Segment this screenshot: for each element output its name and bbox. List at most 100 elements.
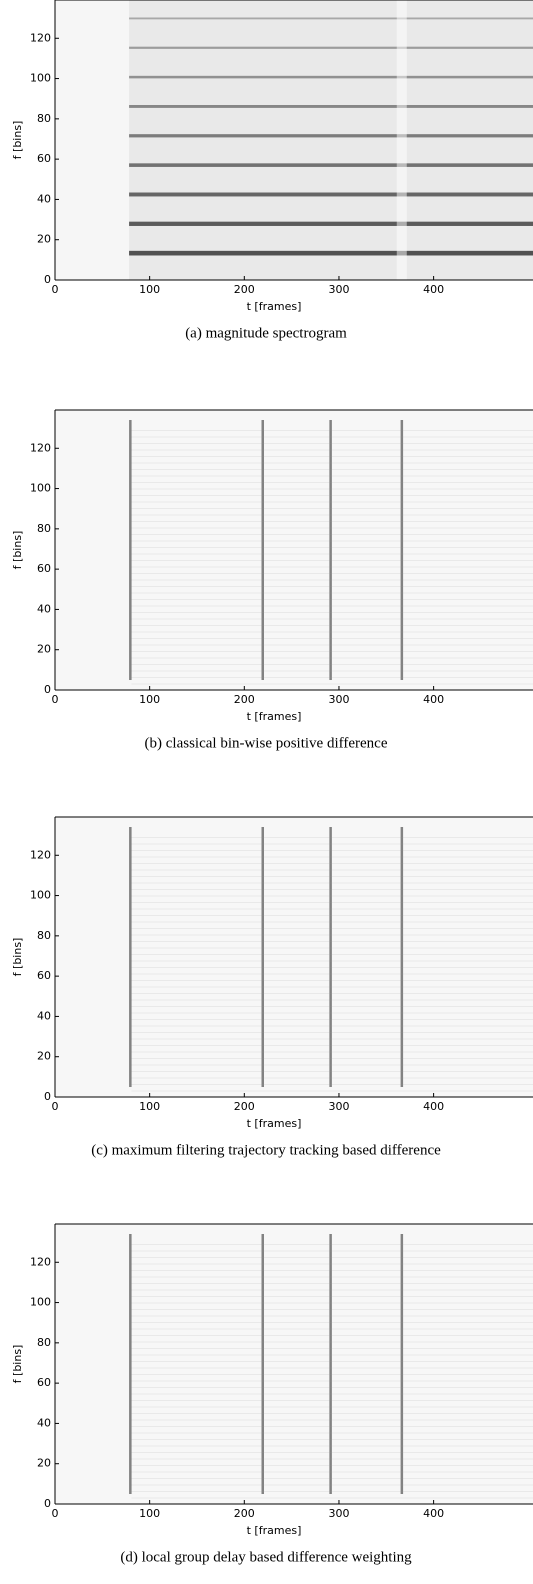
texture bbox=[131, 1270, 533, 1271]
texture bbox=[131, 993, 533, 994]
texture bbox=[261, 827, 264, 1087]
y-tick-label: 100 bbox=[30, 72, 51, 85]
panel: 0 20 40 60 80 100 120 0 100 200 300 400 t [frames] f … bbox=[11, 409, 533, 751]
plot-background bbox=[55, 1224, 533, 1504]
texture bbox=[131, 1032, 533, 1033]
texture bbox=[131, 475, 533, 477]
y-axis-label: f [bins] bbox=[11, 938, 24, 977]
texture bbox=[131, 1471, 533, 1473]
texture bbox=[131, 1244, 533, 1245]
texture bbox=[131, 1058, 533, 1059]
texture bbox=[131, 1328, 533, 1330]
texture bbox=[131, 1348, 533, 1349]
texture bbox=[131, 1077, 533, 1079]
texture bbox=[131, 534, 533, 535]
x-tick-label: 100 bbox=[139, 1100, 160, 1113]
y-tick-label: 0 bbox=[44, 683, 51, 696]
texture bbox=[131, 1374, 533, 1375]
texture bbox=[131, 1289, 533, 1291]
texture bbox=[400, 1234, 404, 1494]
texture bbox=[131, 644, 533, 646]
texture bbox=[396, 0, 407, 280]
texture bbox=[131, 651, 533, 652]
texture bbox=[131, 986, 533, 988]
y-tick-label: 40 bbox=[37, 602, 51, 615]
y-tick-label: 80 bbox=[37, 929, 51, 942]
texture bbox=[131, 638, 533, 639]
y-tick-label: 80 bbox=[37, 522, 51, 535]
texture bbox=[129, 827, 132, 1087]
texture bbox=[131, 625, 533, 626]
y-tick-label: 60 bbox=[37, 152, 51, 165]
x-tick-label: 300 bbox=[328, 1100, 349, 1113]
texture bbox=[131, 508, 533, 509]
x-axis-label: t [frames] bbox=[247, 1524, 302, 1537]
texture bbox=[131, 876, 533, 877]
y-tick-label: 0 bbox=[44, 1497, 51, 1510]
panel: 0 20 40 60 80 100 120 0 100 200 300 400 t [frames] f … bbox=[11, 816, 533, 1158]
texture bbox=[400, 827, 404, 1087]
x-axis-label: t [frames] bbox=[247, 710, 302, 723]
texture bbox=[131, 436, 533, 438]
plot-background bbox=[55, 817, 533, 1097]
texture bbox=[131, 980, 533, 981]
y-tick-label: 20 bbox=[37, 1457, 51, 1470]
y-tick-label: 120 bbox=[30, 441, 51, 454]
texture bbox=[131, 1406, 533, 1408]
texture bbox=[131, 837, 533, 838]
texture bbox=[131, 1452, 533, 1453]
texture bbox=[131, 1309, 533, 1310]
texture bbox=[131, 430, 533, 431]
texture bbox=[329, 1234, 332, 1494]
texture bbox=[131, 1341, 533, 1343]
texture bbox=[131, 612, 533, 613]
caption: (c) maximum filtering trajectory trackin… bbox=[91, 1142, 441, 1158]
y-tick-label: 100 bbox=[30, 1296, 51, 1309]
texture bbox=[131, 1361, 533, 1362]
texture bbox=[131, 908, 533, 910]
texture bbox=[131, 1458, 533, 1460]
texture bbox=[131, 527, 533, 529]
texture bbox=[131, 1084, 533, 1085]
texture bbox=[131, 1497, 533, 1499]
texture bbox=[131, 1302, 533, 1304]
texture bbox=[400, 420, 404, 680]
texture bbox=[131, 1257, 533, 1258]
texture bbox=[131, 1393, 533, 1395]
texture bbox=[131, 657, 533, 659]
y-axis-label: f [bins] bbox=[11, 531, 24, 570]
texture bbox=[131, 1419, 533, 1421]
texture bbox=[131, 1296, 533, 1297]
panel: 0 20 40 60 80 100 120 0 100 200 300 400 t [frames] f … bbox=[11, 1223, 533, 1565]
texture bbox=[131, 889, 533, 890]
plot-background bbox=[55, 410, 533, 690]
y-axis-label: f [bins] bbox=[11, 121, 24, 160]
texture bbox=[131, 443, 533, 444]
texture bbox=[131, 947, 533, 949]
texture bbox=[131, 586, 533, 587]
texture bbox=[131, 456, 533, 457]
x-tick-label: 200 bbox=[234, 693, 255, 706]
texture bbox=[329, 420, 332, 680]
texture bbox=[131, 670, 533, 672]
y-tick-label: 100 bbox=[30, 482, 51, 495]
texture bbox=[131, 677, 533, 678]
texture bbox=[131, 1263, 533, 1265]
y-tick-label: 120 bbox=[30, 848, 51, 861]
texture bbox=[131, 579, 533, 581]
texture bbox=[131, 560, 533, 561]
y-tick-label: 40 bbox=[37, 1009, 51, 1022]
texture bbox=[131, 1367, 533, 1369]
x-tick-label: 300 bbox=[328, 283, 349, 296]
texture bbox=[131, 1387, 533, 1388]
texture bbox=[131, 618, 533, 620]
texture bbox=[131, 566, 533, 568]
texture bbox=[131, 1045, 533, 1046]
texture bbox=[131, 631, 533, 633]
texture bbox=[131, 967, 533, 968]
y-tick-label: 40 bbox=[37, 192, 51, 205]
texture bbox=[131, 1335, 533, 1336]
y-tick-label: 0 bbox=[44, 273, 51, 286]
texture bbox=[131, 1484, 533, 1486]
